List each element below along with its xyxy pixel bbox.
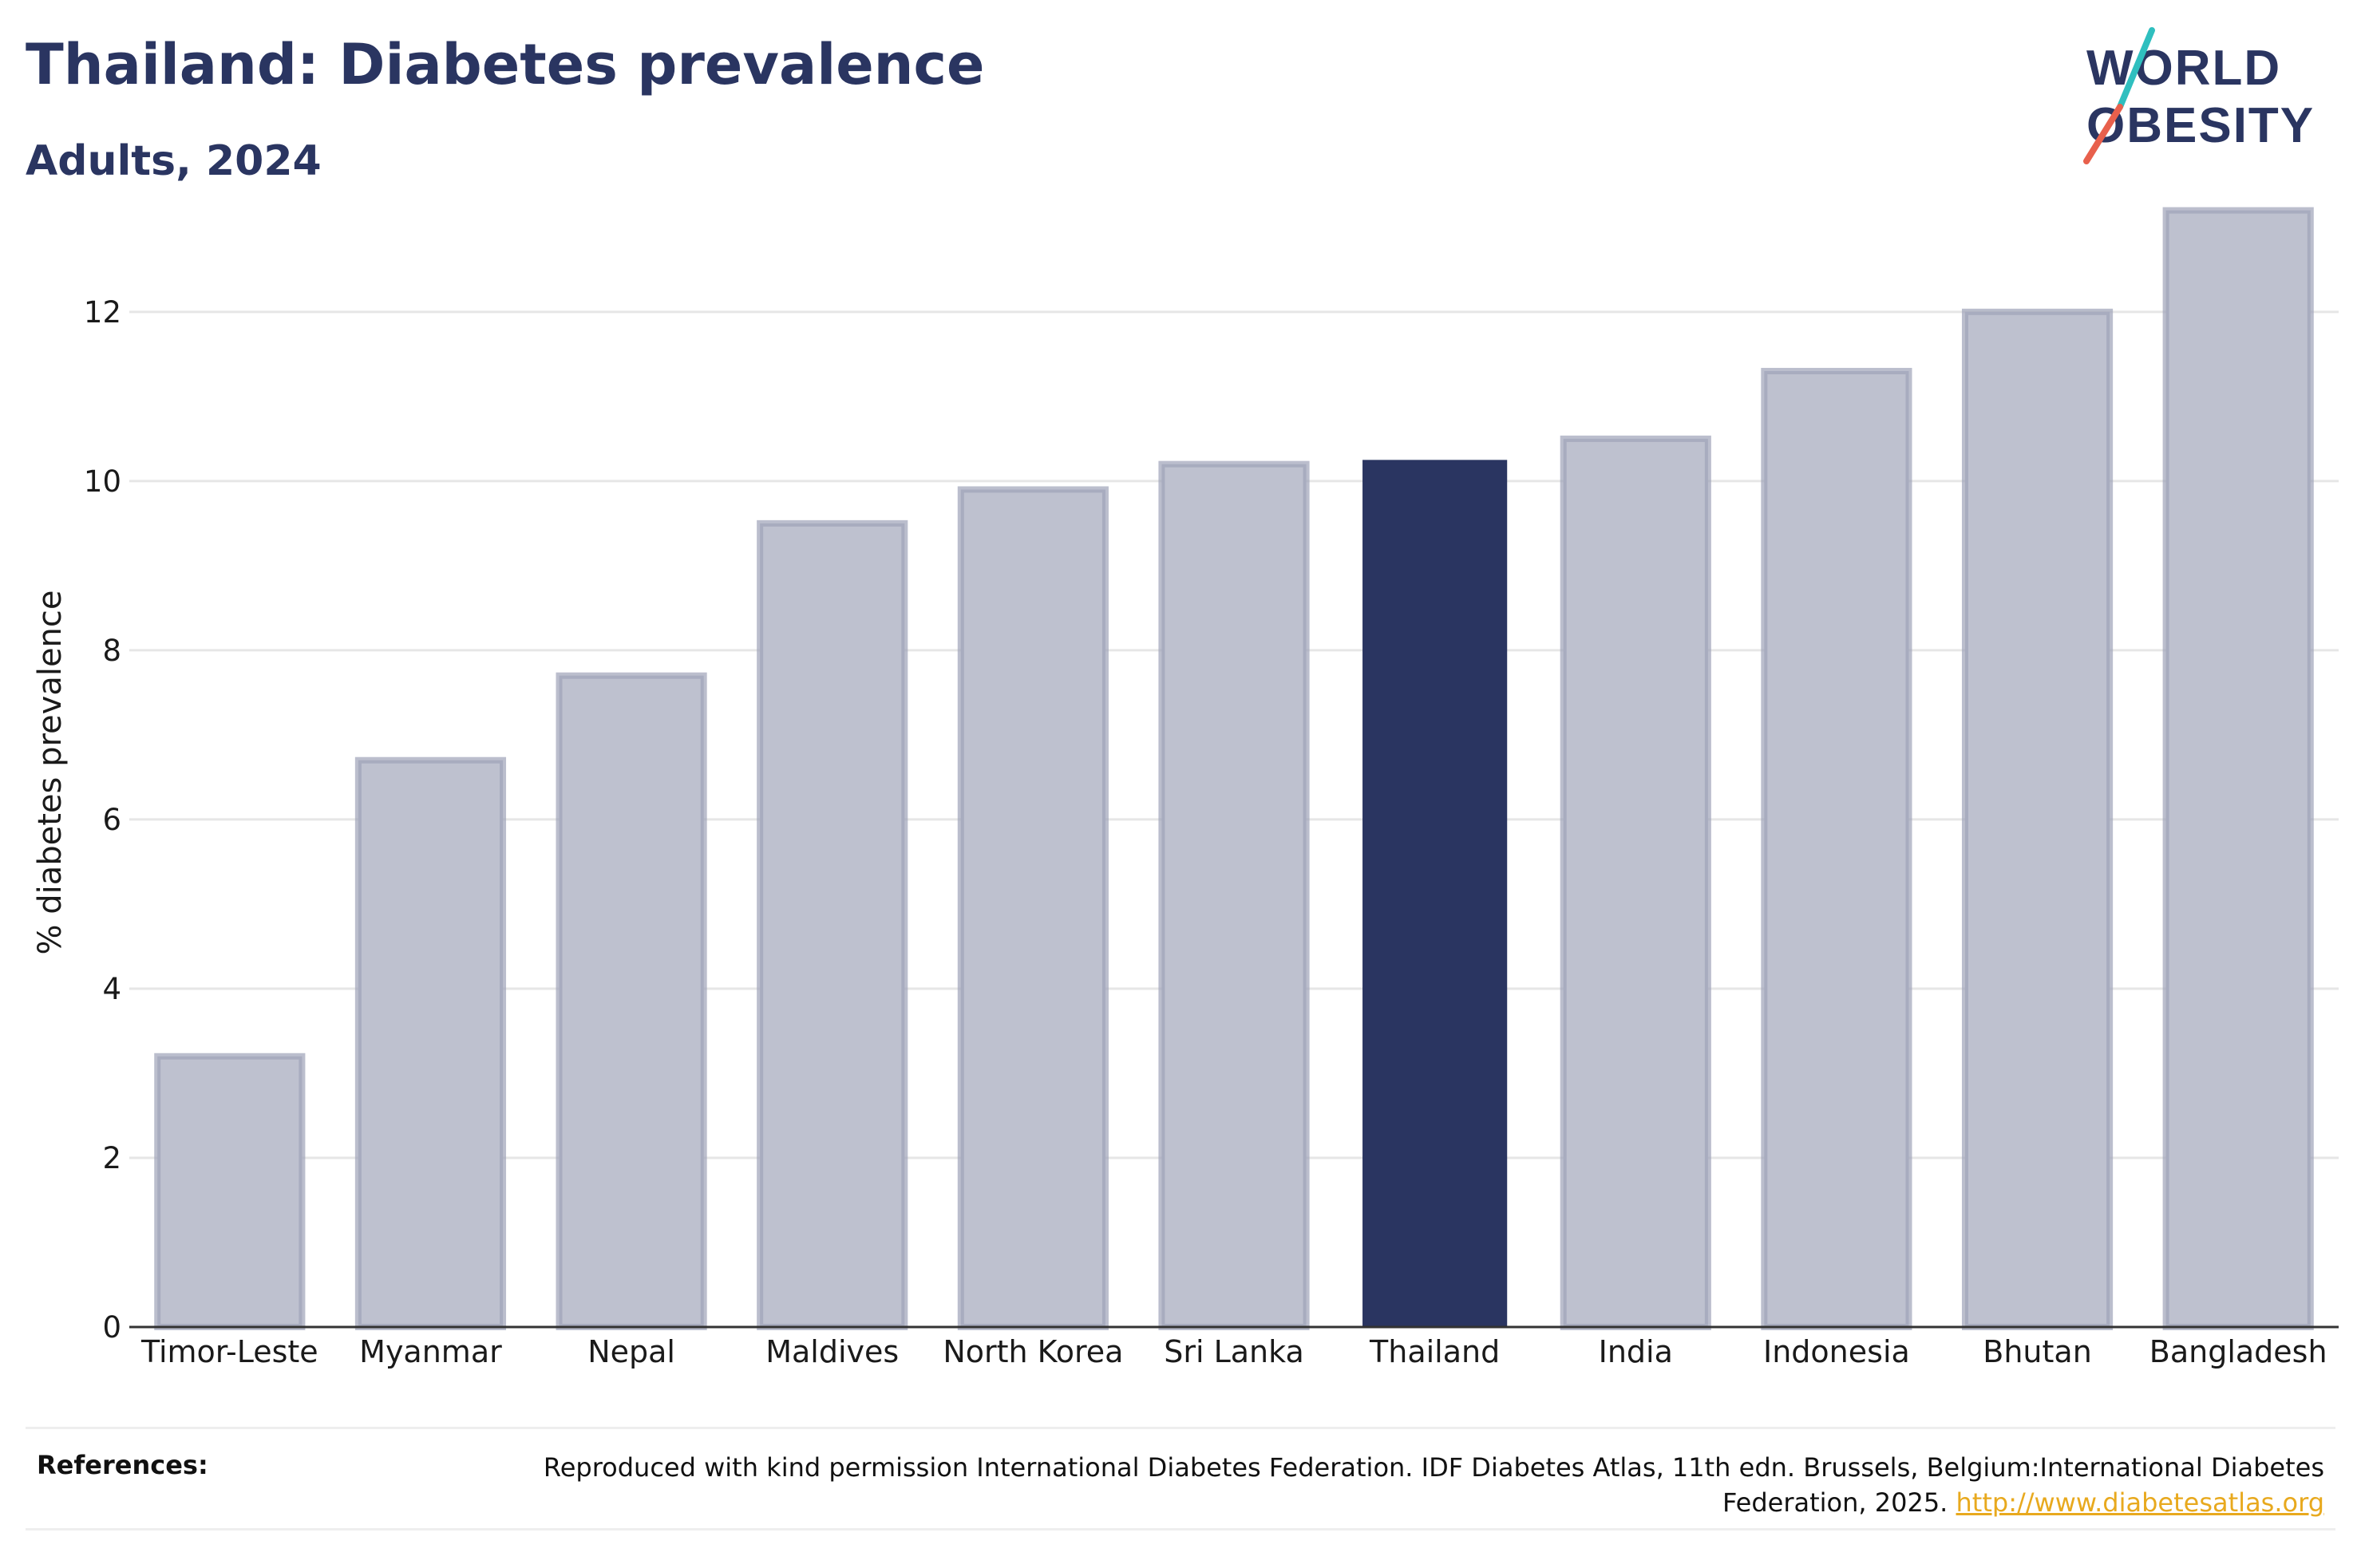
references-label: References: [37,1450,208,1480]
bar-highlight [1362,460,1508,1327]
reference-link[interactable]: http://www.diabetesatlas.org [1956,1487,2324,1518]
y-tick-labels: 0 2 4 6 8 10 12 [84,295,121,1345]
reference-citation: Reproduced with kind permission Internat… [528,1450,2324,1520]
reference-text: Reproduced with kind permission Internat… [543,1452,2324,1518]
x-tick-label: Sri Lanka [1164,1334,1304,1369]
bar [1560,435,1711,1331]
references-footer: References: Reproduced with kind permiss… [26,1427,2335,1530]
x-tick-label: India [1599,1334,1673,1369]
bar [1761,368,1912,1330]
bar [757,519,908,1330]
bar-chart: 0 2 4 6 8 10 12 Timor-Leste Myanmar Nepal Maldive… [32,207,2339,1369]
y-tick-label: 2 [102,1141,121,1175]
bars [154,207,2314,1331]
bar [354,756,507,1330]
x-tick-label: Thailand [1369,1334,1500,1369]
y-tick-label: 4 [102,972,121,1006]
x-tick-label: Bhutan [1983,1334,2092,1369]
chart-title: Thailand: Diabetes prevalence [26,32,985,97]
x-tick-label: Nepal [587,1334,675,1369]
x-tick-label: North Korea [943,1334,1123,1369]
bar [154,1053,306,1331]
bar [1961,308,2114,1331]
bar [2162,207,2314,1331]
x-tick-labels: Timor-Leste Myanmar Nepal Maldives North Kor… [140,1334,2327,1369]
svg-text:WORLD: WORLD [2086,41,2281,96]
x-tick-label: Bangladesh [2149,1334,2327,1369]
y-tick-label: 0 [102,1310,121,1345]
y-tick-label: 8 [102,634,121,668]
y-tick-label: 12 [84,295,121,330]
bar [957,486,1109,1330]
bar [1158,460,1310,1330]
svg-text:OBESITY: OBESITY [2086,98,2315,153]
x-tick-label: Timor-Leste [140,1334,318,1369]
y-axis-label: % diabetes prevalence [32,590,69,954]
bar [556,672,707,1330]
y-tick-label: 10 [84,464,121,499]
world-obesity-logo: WORLD OBESITY [2083,27,2315,164]
y-tick-label: 6 [102,803,121,837]
x-tick-label: Indonesia [1763,1334,1910,1369]
chart-subtitle: Adults, 2024 [26,137,322,185]
x-tick-label: Myanmar [359,1334,502,1369]
x-tick-label: Maldives [765,1334,899,1369]
